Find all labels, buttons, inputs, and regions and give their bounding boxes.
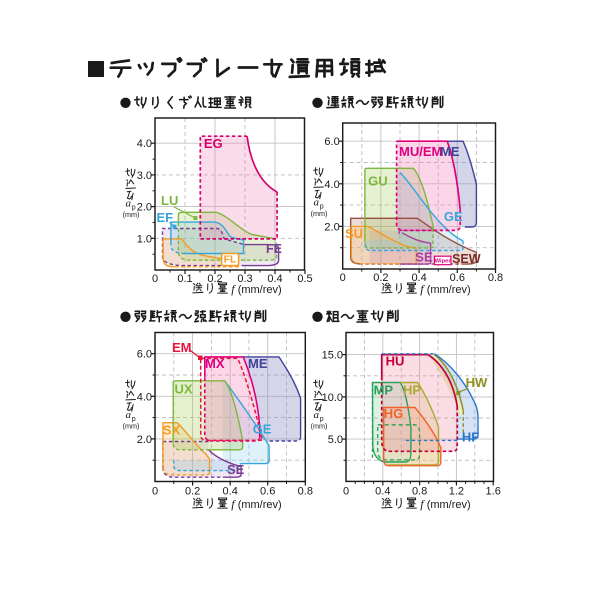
- svg-text:UX: UX: [175, 382, 193, 397]
- svg-text:(mm/rev): (mm/rev): [238, 499, 282, 511]
- svg-text:a: a: [126, 198, 132, 210]
- svg-text:GE: GE: [253, 422, 272, 437]
- svg-text:EM: EM: [172, 340, 192, 355]
- svg-text:0.2: 0.2: [185, 486, 200, 498]
- svg-text:f: f: [231, 282, 236, 296]
- svg-text:0.3: 0.3: [237, 273, 252, 285]
- svg-text:MX: MX: [205, 356, 225, 371]
- svg-text:6.0: 6.0: [324, 136, 339, 148]
- svg-text:0.2: 0.2: [207, 273, 222, 285]
- svg-text:0.8: 0.8: [412, 485, 427, 497]
- svg-text:1.6: 1.6: [486, 485, 501, 497]
- svg-text:(mm): (mm): [123, 422, 140, 431]
- svg-text:f: f: [420, 497, 425, 511]
- svg-text:ME: ME: [248, 356, 268, 371]
- svg-text:0.1: 0.1: [177, 273, 192, 285]
- svg-text:0.8: 0.8: [298, 486, 313, 498]
- svg-text:15.0: 15.0: [322, 350, 343, 362]
- svg-text:0.5: 0.5: [297, 273, 312, 285]
- svg-text:HP: HP: [403, 382, 421, 397]
- svg-text:FE: FE: [266, 242, 282, 256]
- svg-text:f: f: [420, 282, 425, 296]
- svg-text:(mm/rev): (mm/rev): [427, 284, 471, 296]
- svg-text:p: p: [132, 205, 136, 212]
- svg-text:MU/EM: MU/EM: [399, 144, 442, 159]
- svg-text:4.0: 4.0: [324, 179, 339, 191]
- svg-text:0: 0: [343, 485, 349, 497]
- svg-text:4.0: 4.0: [137, 391, 152, 403]
- svg-text:a: a: [314, 197, 320, 209]
- svg-text:EF: EF: [157, 210, 174, 225]
- svg-text:(mm): (mm): [123, 210, 140, 219]
- svg-text:ME: ME: [440, 144, 460, 159]
- svg-text:0.4: 0.4: [223, 486, 238, 498]
- svg-text:f: f: [231, 497, 236, 511]
- svg-text:p: p: [320, 416, 324, 423]
- svg-text:2.0: 2.0: [137, 434, 152, 446]
- svg-text:4.0: 4.0: [137, 138, 152, 150]
- svg-text:HW: HW: [466, 375, 488, 390]
- svg-text:SE: SE: [227, 462, 245, 477]
- svg-text:a: a: [126, 409, 132, 421]
- svg-text:SX: SX: [163, 423, 181, 438]
- svg-text:5.0: 5.0: [328, 434, 343, 446]
- svg-text:0.4: 0.4: [267, 273, 282, 285]
- svg-text:LU: LU: [161, 193, 178, 208]
- svg-text:a: a: [314, 409, 320, 421]
- svg-text:(mm): (mm): [311, 209, 328, 218]
- svg-text:0: 0: [152, 273, 158, 285]
- svg-text:GE: GE: [444, 209, 463, 224]
- svg-text:HG: HG: [384, 406, 404, 421]
- svg-text:EG: EG: [204, 136, 223, 151]
- svg-text:FL: FL: [224, 254, 237, 266]
- svg-text:0.6: 0.6: [260, 486, 275, 498]
- svg-text:(mm/rev): (mm/rev): [427, 499, 471, 511]
- svg-text:10.0: 10.0: [322, 392, 343, 404]
- svg-text:SEW: SEW: [452, 252, 481, 266]
- svg-text:0.6: 0.6: [450, 272, 465, 284]
- svg-text:0.8: 0.8: [488, 272, 503, 284]
- svg-text:0: 0: [152, 486, 158, 498]
- svg-text:0: 0: [340, 272, 346, 284]
- svg-text:1.0: 1.0: [137, 233, 152, 245]
- svg-text:MP: MP: [374, 382, 394, 397]
- svg-text:0.4: 0.4: [411, 272, 426, 284]
- svg-text:SU: SU: [345, 226, 363, 241]
- svg-text:(mm/rev): (mm/rev): [238, 284, 282, 296]
- svg-text:p: p: [132, 416, 136, 423]
- svg-text:GU: GU: [368, 174, 388, 189]
- svg-text:Wiper: Wiper: [435, 259, 452, 265]
- svg-text:0.4: 0.4: [375, 485, 390, 497]
- svg-text:6.0: 6.0: [137, 349, 152, 361]
- svg-text:1.2: 1.2: [449, 485, 464, 497]
- svg-text:(mm): (mm): [311, 421, 328, 430]
- svg-text:0.2: 0.2: [373, 272, 388, 284]
- svg-text:2.0: 2.0: [137, 202, 152, 214]
- svg-text:HU: HU: [386, 354, 405, 369]
- svg-text:p: p: [320, 204, 324, 211]
- svg-text:3.0: 3.0: [137, 170, 152, 182]
- svg-text:2.0: 2.0: [324, 221, 339, 233]
- svg-text:SE: SE: [415, 250, 433, 265]
- svg-text:HF: HF: [462, 430, 479, 445]
